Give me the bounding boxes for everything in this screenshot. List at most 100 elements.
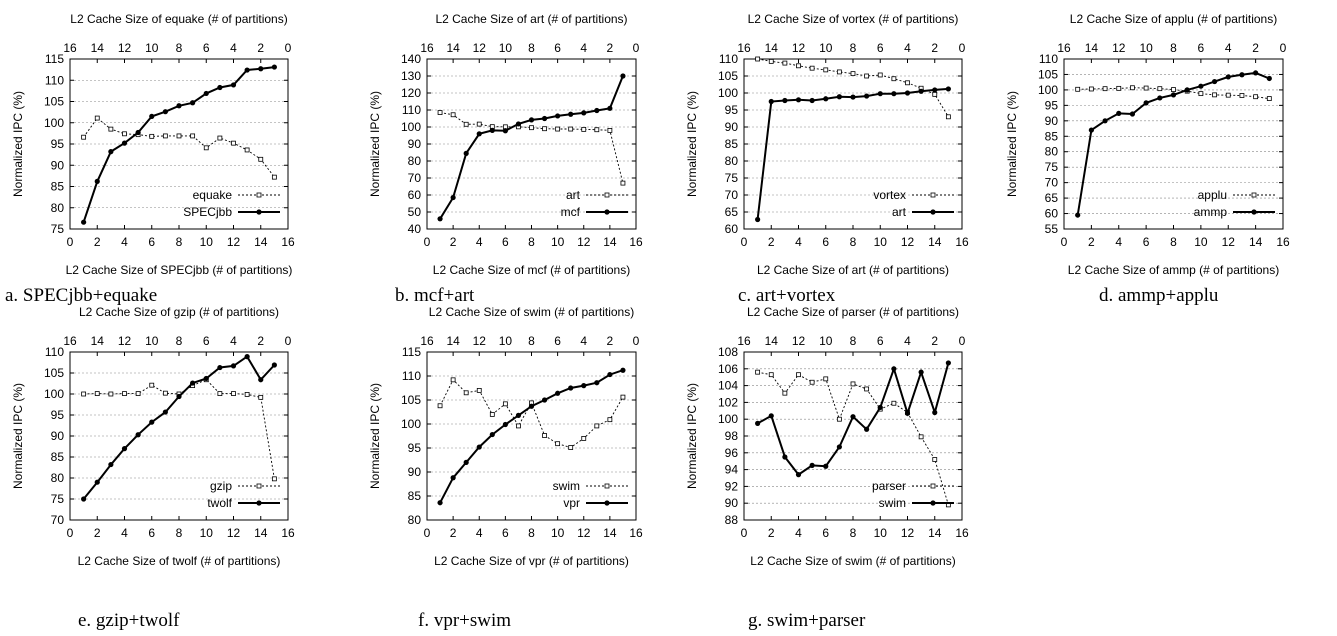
data-point-equake xyxy=(245,148,249,152)
y-axis-title: Normalized IPC (%) xyxy=(368,91,382,197)
y-axis-title: Normalized IPC (%) xyxy=(368,383,382,489)
data-point-twolf xyxy=(231,363,236,368)
y-tick-label: 105 xyxy=(44,366,64,380)
data-point-vpr xyxy=(477,444,482,449)
y-tick-label: 140 xyxy=(401,52,421,66)
x-tick-label: 4 xyxy=(795,235,802,249)
data-point-SPECjbb xyxy=(81,220,86,225)
data-point-art xyxy=(850,94,855,99)
data-point-swim xyxy=(905,411,910,416)
x2-tick-label: 2 xyxy=(257,41,264,55)
data-point-vpr xyxy=(594,380,599,385)
x2-tick-label: 0 xyxy=(959,41,966,55)
x-tick-label: 6 xyxy=(502,235,509,249)
data-point-applu xyxy=(1226,93,1230,97)
x-tick-label: 8 xyxy=(850,235,857,249)
top-axis-title: L2 Cache Size of equake (# of partitions… xyxy=(70,12,287,26)
data-point-gzip xyxy=(232,392,236,396)
data-point-applu xyxy=(1213,93,1217,97)
chart-panel-6: 808590951001051101150 2 4 6 8 10 12 14 1616 14 12 1… xyxy=(368,305,643,631)
data-point-swim xyxy=(582,436,586,440)
data-point-swim xyxy=(543,434,547,438)
data-point-art xyxy=(946,86,951,91)
data-point-SPECjbb xyxy=(163,109,168,114)
y-tick-label: 110 xyxy=(45,73,64,87)
data-point-twolf xyxy=(258,377,263,382)
y-tick-label: 100 xyxy=(401,120,421,134)
data-point-vortex xyxy=(933,92,937,96)
y-axis-title: Normalized IPC (%) xyxy=(11,383,25,489)
x-tick-label: 16 xyxy=(955,526,969,540)
data-point-vortex xyxy=(946,115,950,119)
data-point-applu xyxy=(1158,87,1162,91)
x-tick-label: 4 xyxy=(476,526,483,540)
data-point-equake xyxy=(259,157,263,161)
y-tick-label: 95 xyxy=(51,137,65,151)
bottom-axis-title: L2 Cache Size of ammp (# of partitions) xyxy=(1068,263,1279,277)
data-point-parser xyxy=(824,377,828,381)
y-tick-label: 90 xyxy=(408,137,422,151)
data-point-mcf xyxy=(477,131,482,136)
data-point-vortex xyxy=(906,81,910,85)
data-point-vpr xyxy=(620,368,625,373)
x2-tick-label: 10 xyxy=(819,334,833,348)
x-tick-label: 2 xyxy=(450,235,457,249)
y-tick-label: 110 xyxy=(1039,52,1058,66)
x2-tick-label: 4 xyxy=(1225,41,1232,55)
data-point-equake xyxy=(191,134,195,138)
x2-tick-label: 2 xyxy=(607,334,614,348)
y-tick-label: 85 xyxy=(51,450,65,464)
x2-tick-label: 2 xyxy=(257,334,264,348)
data-point-art xyxy=(837,94,842,99)
x-tick-label: 16 xyxy=(281,235,295,249)
x2-tick-label: 0 xyxy=(285,334,292,348)
legend-marker xyxy=(930,209,935,214)
data-point-parser xyxy=(810,380,814,384)
legend-label: equake xyxy=(193,188,233,202)
data-point-vortex xyxy=(851,72,855,76)
top-axis-title: L2 Cache Size of art (# of partitions) xyxy=(435,12,627,26)
x2-tick-label: 16 xyxy=(420,41,434,55)
data-point-vpr xyxy=(581,383,586,388)
data-point-gzip xyxy=(123,392,127,396)
y-tick-label: 90 xyxy=(408,465,422,479)
x2-tick-label: 4 xyxy=(580,41,587,55)
bottom-axis-title: L2 Cache Size of SPECjbb (# of partition… xyxy=(66,263,293,277)
data-point-swim xyxy=(796,472,801,477)
data-point-parser xyxy=(783,391,787,395)
data-point-SPECjbb xyxy=(108,149,113,154)
x2-tick-label: 10 xyxy=(499,334,513,348)
legend-label: vpr xyxy=(563,496,580,510)
x2-tick-label: 16 xyxy=(737,41,751,55)
y-tick-label: 70 xyxy=(51,513,65,527)
data-point-mcf xyxy=(437,216,442,221)
x-tick-label: 8 xyxy=(176,526,183,540)
data-point-vortex xyxy=(797,64,801,68)
data-point-parser xyxy=(837,417,841,421)
data-point-swim xyxy=(769,413,774,418)
x-tick-label: 16 xyxy=(629,235,643,249)
chart-panel-2: 4050607080901001101201301400 2 4 6 8 10 12 14 16… xyxy=(368,12,643,306)
data-point-art xyxy=(891,91,896,96)
top-axis-title: L2 Cache Size of parser (# of partitions… xyxy=(747,305,959,319)
data-point-vpr xyxy=(555,391,560,396)
x-tick-label: 10 xyxy=(1194,235,1208,249)
x2-tick-label: 2 xyxy=(607,41,614,55)
x2-tick-label: 4 xyxy=(904,41,911,55)
data-point-mcf xyxy=(568,112,573,117)
legend-marker xyxy=(1252,193,1256,197)
data-point-swim xyxy=(891,366,896,371)
data-point-ammp xyxy=(1144,100,1149,105)
data-point-swim xyxy=(451,378,455,382)
x2-tick-label: 4 xyxy=(904,334,911,348)
bottom-axis-title: L2 Cache Size of vpr (# of partitions) xyxy=(434,554,629,568)
data-point-equake xyxy=(232,141,236,145)
x2-tick-label: 8 xyxy=(176,334,183,348)
data-point-equake xyxy=(150,134,154,138)
data-point-gzip xyxy=(109,392,113,396)
legend-marker xyxy=(257,193,261,197)
data-point-art xyxy=(582,127,586,131)
legend-label: gzip xyxy=(210,479,232,493)
y-tick-label: 106 xyxy=(718,362,738,376)
data-point-SPECjbb xyxy=(136,130,141,135)
